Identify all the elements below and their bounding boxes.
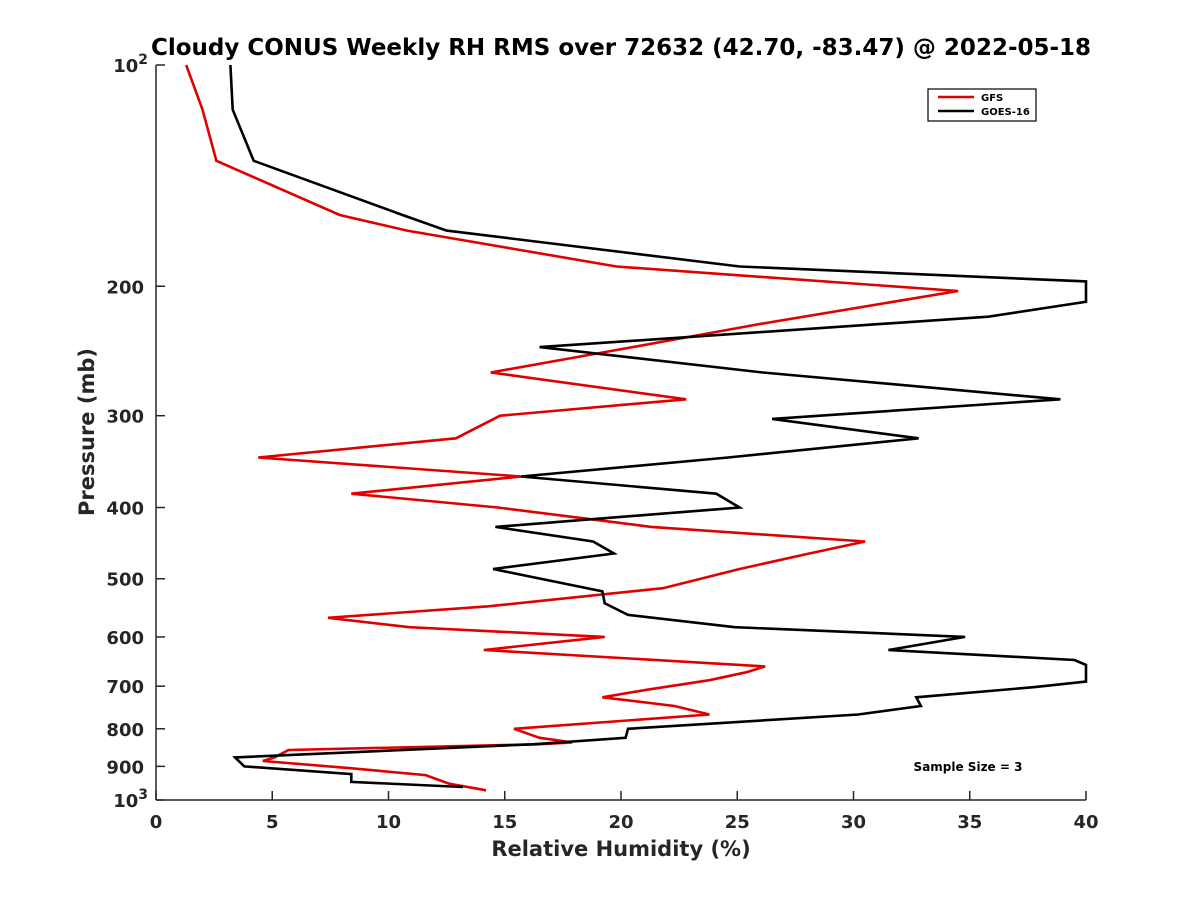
y-tick-label: 400 <box>106 499 144 520</box>
y-axis-label: Pressure (mb) <box>75 348 99 516</box>
y-tick-label: 300 <box>106 407 144 428</box>
x-tick-label: 0 <box>150 812 163 833</box>
y-tick-label-exponent: 2 <box>138 52 148 68</box>
y-tick-label: 800 <box>106 720 144 741</box>
legend: GFS GOES-16 <box>927 88 1037 122</box>
y-tick-label: 103 <box>113 787 148 812</box>
y-tick-label: 900 <box>106 757 144 778</box>
y-tick-label-base: 10 <box>113 791 138 812</box>
y-tick-label-base: 10 <box>113 56 138 77</box>
legend-label-gfs: GFS <box>981 93 1003 104</box>
x-tick-label: 30 <box>841 812 866 833</box>
series-layer <box>184 64 1088 792</box>
series-line-goes16 <box>229 64 1088 789</box>
x-axis-label: Relative Humidity (%) <box>491 837 750 861</box>
y-tick-label: 700 <box>106 677 144 698</box>
y-tick-label: 200 <box>106 277 144 298</box>
x-tick-label: 35 <box>957 812 982 833</box>
x-tick-label: 40 <box>1073 812 1098 833</box>
x-tick-label: 20 <box>608 812 633 833</box>
y-tick-label: 500 <box>106 570 144 591</box>
y-tick-label: 600 <box>106 628 144 649</box>
sample-size-annotation: Sample Size = 3 <box>914 760 1023 774</box>
x-tick-label: 5 <box>266 812 279 833</box>
x-axis-ticks: 0 5 10 15 20 25 30 35 40 <box>150 791 1099 833</box>
x-tick-label: 10 <box>376 812 401 833</box>
legend-box <box>927 88 1037 122</box>
x-tick-label: 25 <box>725 812 750 833</box>
y-tick-label-exponent: 3 <box>138 787 148 803</box>
legend-label-goes16: GOES-16 <box>981 107 1030 118</box>
chart-title: Cloudy CONUS Weekly RH RMS over 72632 (4… <box>151 35 1091 61</box>
y-tick-label: 102 <box>113 52 148 77</box>
x-tick-label: 15 <box>492 812 517 833</box>
